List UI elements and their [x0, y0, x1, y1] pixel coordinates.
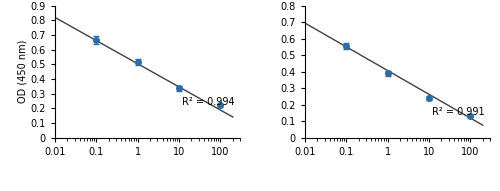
Text: R² = 0.994: R² = 0.994: [182, 97, 235, 107]
Text: R² = 0.991: R² = 0.991: [432, 107, 485, 117]
Y-axis label: OD (450 nm): OD (450 nm): [18, 40, 28, 103]
